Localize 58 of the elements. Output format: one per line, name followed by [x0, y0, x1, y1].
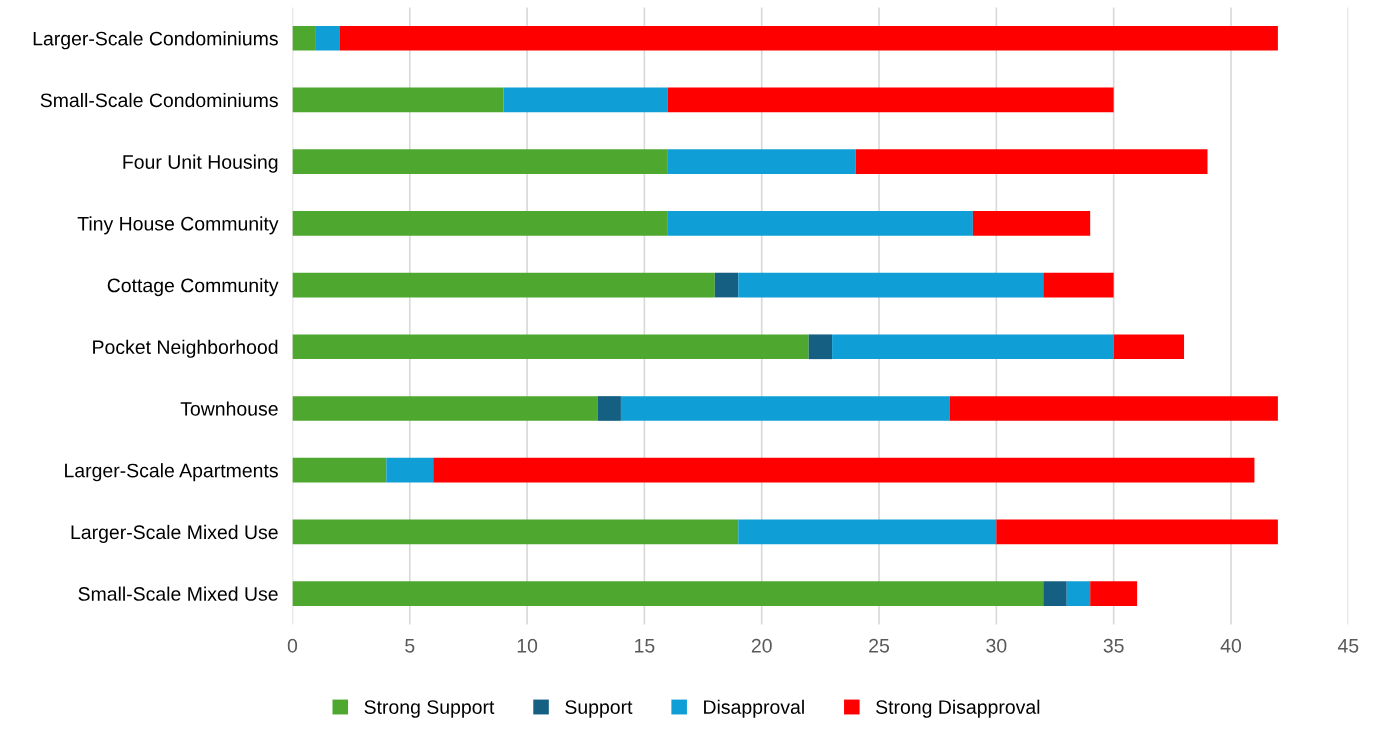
bar [832, 334, 1114, 360]
bar [738, 519, 997, 545]
y-tick-label: Small-Scale Mixed Use [78, 586, 278, 601]
bar [292, 211, 668, 236]
bar [667, 149, 856, 174]
x-tick-label: 0 [287, 638, 298, 653]
legend-label: Disapproval [704, 699, 804, 718]
bar [996, 519, 1278, 545]
bar [620, 396, 950, 421]
x-tick-label: 45 [1337, 639, 1359, 653]
bar [855, 149, 1208, 174]
x-tick-label: 20 [751, 638, 772, 653]
bar [667, 87, 1114, 113]
bar [808, 334, 833, 360]
y-tick-label: Townhouse [180, 401, 278, 416]
x-tick-label: 15 [635, 639, 655, 653]
bar [292, 87, 504, 113]
x-tick-label: 5 [405, 639, 415, 653]
y-tick-label: Tiny House Community [77, 216, 279, 235]
bar [292, 581, 1044, 606]
y-tick-label: Four Unit Housing [123, 154, 278, 173]
legend-label: Support [565, 700, 633, 718]
x-tick-label: 10 [517, 638, 538, 653]
bar [386, 457, 434, 483]
bar [503, 87, 668, 113]
bar [292, 457, 387, 483]
bar [433, 457, 1255, 483]
legend-label: Strong Support [364, 700, 495, 718]
x-tick-label: 30 [986, 638, 1007, 653]
bar [1043, 581, 1067, 606]
bar [667, 211, 973, 236]
bar [292, 396, 598, 421]
bar [597, 396, 621, 421]
bar [949, 396, 1278, 421]
bar [738, 272, 1044, 298]
y-tick-label: Larger-Scale Apartments [65, 463, 278, 482]
bar [292, 149, 668, 174]
y-tick-label: Larger-Scale Condominiums [33, 31, 278, 50]
y-tick-label: Larger-Scale Mixed Use [71, 524, 278, 543]
y-tick-label: Cottage Community [107, 278, 279, 297]
legend-label: Strong Disapproval [876, 699, 1040, 718]
bar [292, 25, 316, 51]
bar [1090, 581, 1138, 606]
bar [972, 211, 1091, 236]
x-tick-label: 40 [1220, 638, 1242, 653]
bar [339, 25, 1278, 51]
bar [1113, 334, 1185, 360]
x-tick-label: 35 [1103, 638, 1124, 653]
bar [292, 272, 715, 298]
x-tick-label: 25 [869, 638, 890, 653]
bar [1043, 272, 1114, 298]
bar [315, 25, 340, 51]
bar [714, 272, 739, 298]
bar [292, 334, 809, 360]
bar [1066, 581, 1091, 606]
y-tick-label: Small-Scale Condominiums [40, 92, 278, 108]
bar [292, 519, 739, 545]
y-tick-label: Pocket Neighborhood [93, 339, 278, 358]
